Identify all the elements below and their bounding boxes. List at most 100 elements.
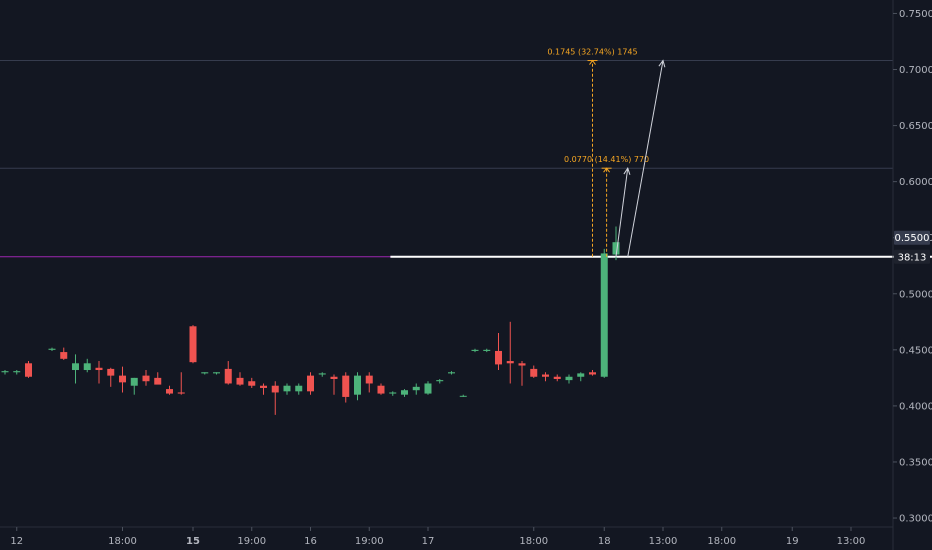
measurements: 0.1745 (32.74%) 1745 0.0770 (14.41%) 770 xyxy=(547,48,649,257)
measure-arrowhead-0 xyxy=(589,59,596,65)
candle-body xyxy=(530,368,538,377)
candle xyxy=(189,325,197,364)
x-tick-label: 18:00 xyxy=(707,536,736,547)
trend-arrow-1[interactable] xyxy=(615,168,629,257)
candle xyxy=(283,383,291,395)
horizontal-lines xyxy=(0,60,932,258)
candle-body xyxy=(401,390,408,395)
candle xyxy=(107,367,115,387)
candle-body xyxy=(342,375,350,397)
candle-body xyxy=(271,385,279,393)
candle xyxy=(60,347,68,360)
candle-body xyxy=(130,377,138,386)
candle xyxy=(260,383,267,395)
measure-label-0: 0.1745 (32.74%) 1745 xyxy=(547,48,637,57)
candle xyxy=(130,377,138,395)
candle-body xyxy=(518,363,526,366)
candle-body xyxy=(565,376,573,381)
candle-body xyxy=(48,348,56,350)
candle-body xyxy=(295,385,303,392)
candle-body xyxy=(119,375,126,383)
candle xyxy=(553,374,561,382)
candle xyxy=(142,370,150,386)
candle xyxy=(224,361,232,385)
trend-arrowhead-1 xyxy=(623,167,631,175)
x-tick-label: 13:00 xyxy=(649,536,678,547)
measure-label-1: 0.0770 (14.41%) 770 xyxy=(564,155,649,164)
candle xyxy=(318,372,326,377)
candle xyxy=(483,348,491,353)
candle xyxy=(495,333,502,371)
candle-body xyxy=(553,376,561,379)
candle xyxy=(25,361,32,378)
candle-body xyxy=(436,380,444,382)
candle-body xyxy=(589,372,596,375)
y-tick-label: 0.7000 xyxy=(899,65,932,76)
x-tick-label: 15 xyxy=(186,536,200,547)
candle xyxy=(154,372,162,385)
x-tick-label: 19 xyxy=(786,536,799,547)
candle xyxy=(119,366,126,393)
candle-body xyxy=(201,372,209,374)
candle-body xyxy=(166,389,173,394)
price-badge-text-0: 0.5500 xyxy=(895,233,930,244)
candle xyxy=(236,372,244,386)
candle-body xyxy=(307,375,314,392)
candle xyxy=(448,371,455,375)
candle-body xyxy=(95,367,103,371)
y-tick-label: 0.5000 xyxy=(899,289,932,300)
candle xyxy=(471,348,479,353)
time-axis[interactable]: 12 18:00 15 19:00 16 19:00 17 18:00 18 13:00 18:00… xyxy=(10,527,865,547)
candle-body xyxy=(142,375,150,382)
candle xyxy=(401,389,408,397)
candle-body xyxy=(189,326,197,363)
candle xyxy=(95,361,103,384)
candle-body xyxy=(471,349,479,351)
candle xyxy=(600,248,608,378)
price-badges: 0.5500 38:13 xyxy=(894,230,930,264)
candle xyxy=(589,370,596,376)
x-tick-label: 18:00 xyxy=(519,536,548,547)
candle-body xyxy=(412,386,420,391)
trend-arrowhead-0 xyxy=(658,59,666,68)
candle xyxy=(436,378,444,384)
candle xyxy=(83,358,91,373)
y-tick-label: 0.4500 xyxy=(899,345,932,356)
candle xyxy=(72,354,79,384)
candle-body xyxy=(72,363,79,371)
x-tick-label: 18 xyxy=(598,536,611,547)
candle-body xyxy=(483,349,491,351)
candle-body xyxy=(424,383,432,394)
candle xyxy=(565,374,573,384)
candle-body xyxy=(177,392,185,394)
candle xyxy=(13,370,21,375)
candle-body xyxy=(330,376,338,379)
candle-body xyxy=(107,368,115,376)
price-badge-text-1: 38:13 xyxy=(898,252,927,263)
candle xyxy=(307,372,314,395)
candle-body xyxy=(13,371,21,373)
candle-body xyxy=(389,392,397,394)
candle-body xyxy=(1,371,9,373)
y-tick-label: 0.3000 xyxy=(899,514,932,525)
candle-body xyxy=(260,385,267,388)
candle-body xyxy=(248,381,256,386)
trend-arrow-0[interactable] xyxy=(627,60,664,257)
candle xyxy=(166,385,173,395)
candle-body xyxy=(365,375,373,384)
price-badge-1 xyxy=(894,249,930,264)
candle xyxy=(48,347,56,351)
candle-body xyxy=(213,372,220,374)
candle xyxy=(459,394,467,397)
candle xyxy=(295,383,303,395)
x-tick-label: 12 xyxy=(10,536,23,547)
candle xyxy=(177,372,185,395)
x-tick-label: 19:00 xyxy=(355,536,384,547)
candle-body xyxy=(600,253,608,377)
y-tick-label: 0.4000 xyxy=(899,401,932,412)
candle xyxy=(271,381,279,415)
candle-body xyxy=(542,374,549,377)
candle-body xyxy=(377,385,385,394)
